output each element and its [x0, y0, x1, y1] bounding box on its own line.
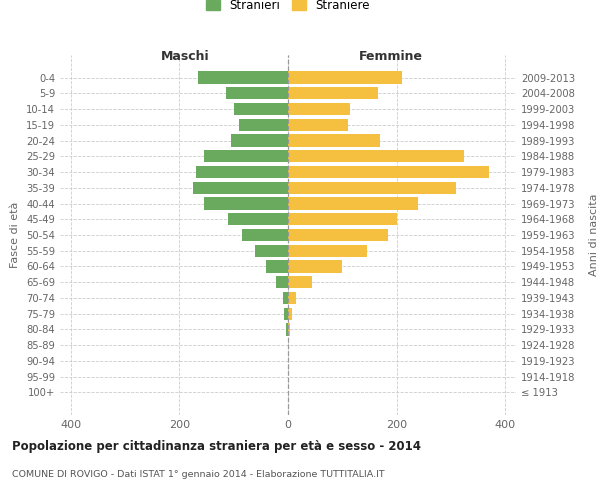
Bar — [288, 244, 367, 257]
Bar — [234, 103, 288, 115]
Bar — [288, 103, 350, 115]
Bar — [228, 213, 288, 226]
Bar — [288, 72, 402, 84]
Bar — [266, 260, 288, 272]
Bar — [231, 134, 288, 146]
Bar — [288, 182, 456, 194]
Bar — [288, 150, 464, 162]
Bar — [204, 150, 288, 162]
Bar — [204, 198, 288, 209]
Text: Maschi: Maschi — [161, 50, 210, 64]
Text: COMUNE DI ROVIGO - Dati ISTAT 1° gennaio 2014 - Elaborazione TUTTITALIA.IT: COMUNE DI ROVIGO - Dati ISTAT 1° gennaio… — [12, 470, 385, 479]
Bar — [193, 182, 288, 194]
Bar — [288, 292, 296, 304]
Bar — [284, 308, 288, 320]
Text: Popolazione per cittadinanza straniera per età e sesso - 2014: Popolazione per cittadinanza straniera p… — [12, 440, 421, 453]
Bar — [288, 118, 348, 131]
Legend: Stranieri, Straniere: Stranieri, Straniere — [201, 0, 375, 16]
Bar — [288, 166, 489, 178]
Bar — [242, 229, 288, 241]
Bar — [288, 229, 388, 241]
Bar — [288, 134, 380, 146]
Bar — [286, 324, 288, 336]
Bar — [288, 260, 342, 272]
Y-axis label: Fasce di età: Fasce di età — [10, 202, 20, 268]
Bar — [288, 213, 397, 226]
Bar — [196, 166, 288, 178]
Bar — [283, 292, 288, 304]
Bar — [288, 324, 290, 336]
Bar — [288, 276, 313, 288]
Bar — [226, 87, 288, 100]
Bar — [276, 276, 288, 288]
Bar — [288, 308, 292, 320]
Bar — [199, 72, 288, 84]
Y-axis label: Anni di nascita: Anni di nascita — [589, 194, 599, 276]
Text: Femmine: Femmine — [359, 50, 422, 64]
Bar — [256, 244, 288, 257]
Bar — [288, 198, 418, 209]
Bar — [288, 87, 377, 100]
Bar — [239, 118, 288, 131]
